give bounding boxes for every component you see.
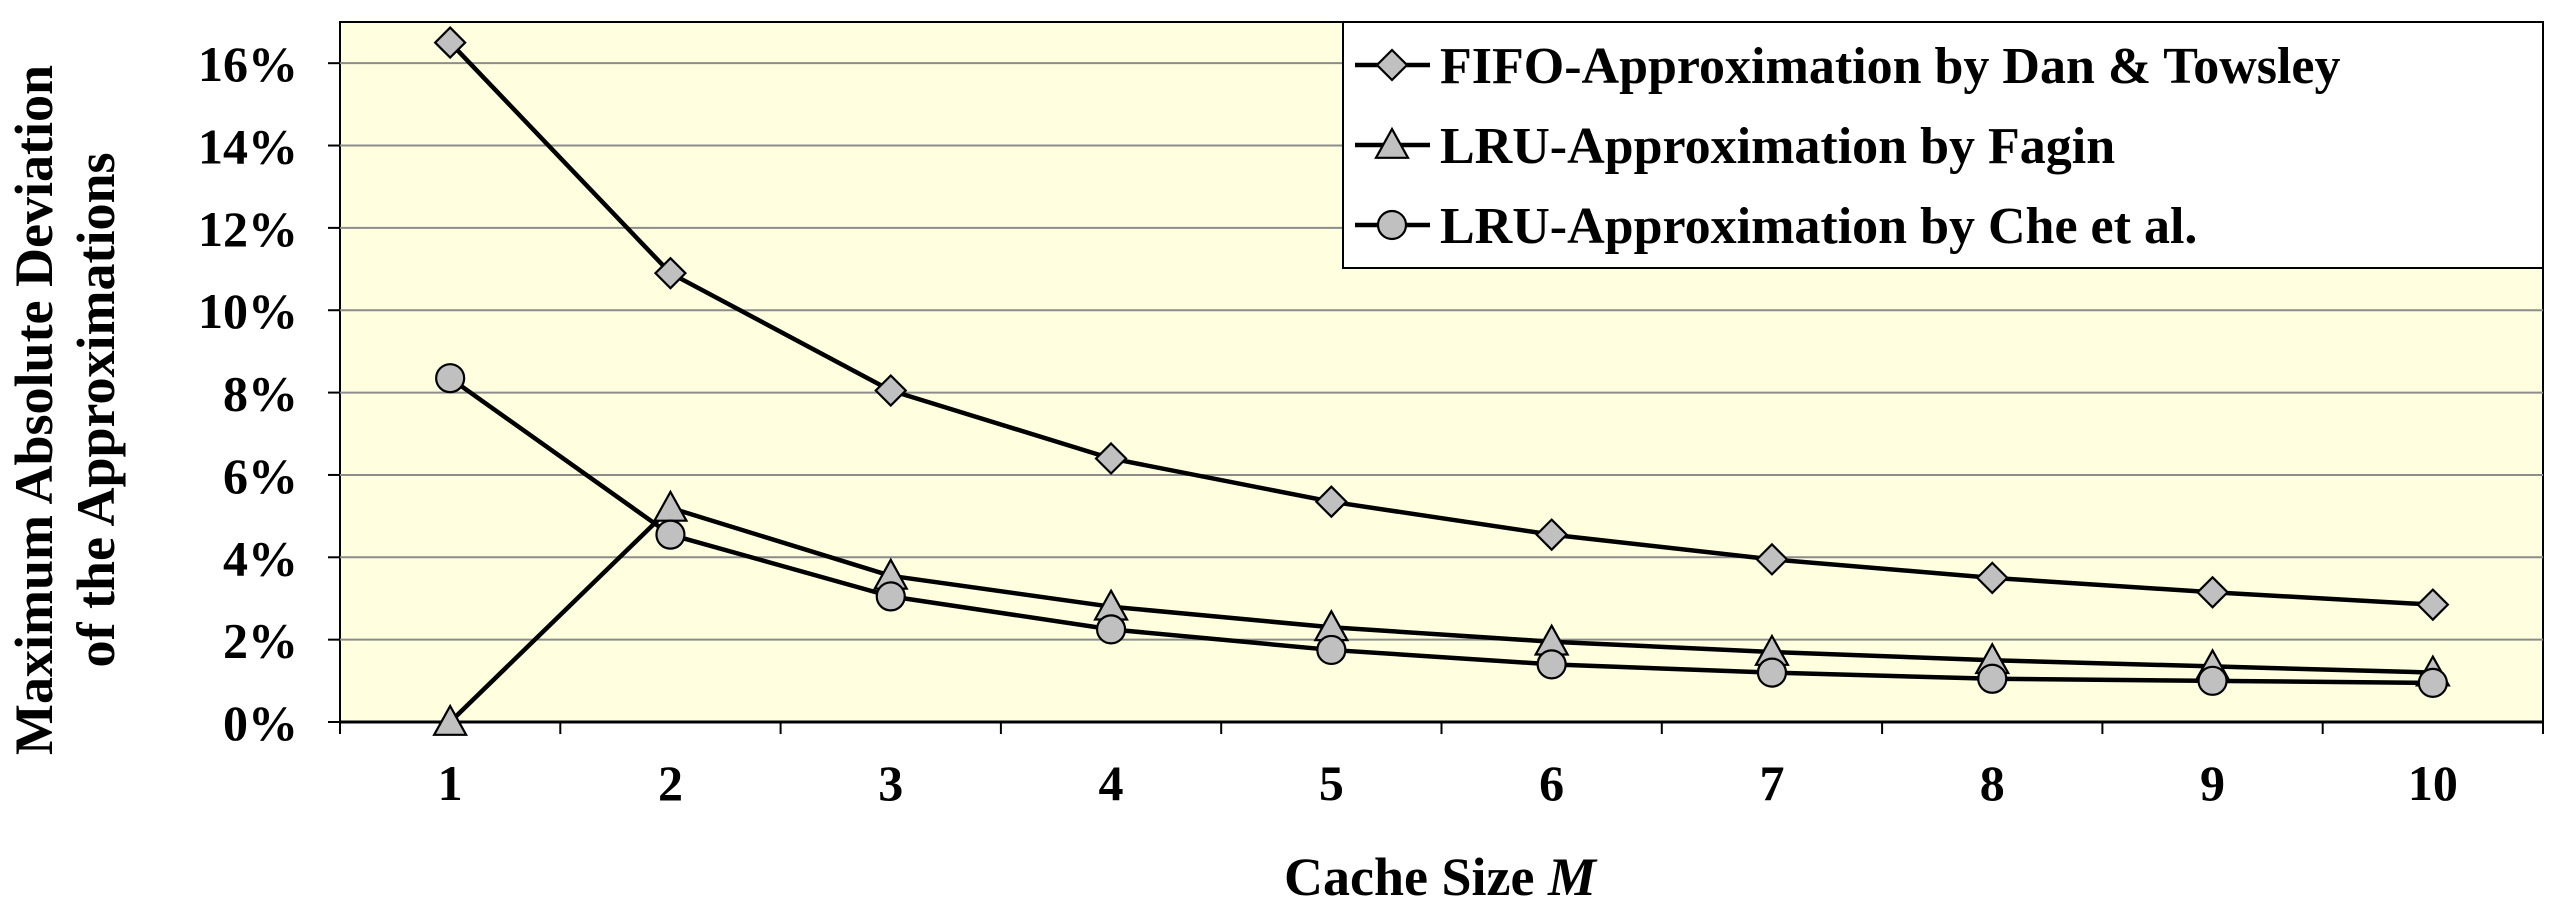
data-point-diamond	[1314, 485, 1348, 519]
data-point-diamond	[1975, 561, 2009, 595]
data-point-diamond	[1755, 542, 1789, 576]
legend-entry: LRU-Approximation by Che et al.	[1355, 198, 2197, 255]
legend-label: LRU-Approximation by Che et al.	[1440, 198, 2197, 255]
y-tick-label: 12%	[198, 201, 298, 257]
data-point-circle	[1536, 649, 1567, 680]
x-axis-ticks: 1 2 3 4 5 6 7 8 9 10	[339, 722, 2544, 811]
x-tick-label: 7	[1759, 755, 1784, 811]
data-point-circle	[1977, 663, 2008, 694]
data-point-triangle	[432, 703, 469, 736]
series-circle	[435, 363, 2448, 698]
x-tick-label: 1	[438, 755, 463, 811]
legend-marker-circle	[1376, 209, 1408, 241]
legend-marker-triangle	[1374, 126, 1410, 159]
y-tick-label: 8%	[223, 366, 298, 422]
data-point-circle	[435, 363, 466, 394]
data-point-diamond	[1094, 441, 1128, 476]
y-tick-label: 4%	[223, 530, 298, 586]
data-point-circle	[2417, 667, 2448, 698]
series-line	[448, 41, 2433, 607]
legend-entry: FIFO-Approximation by Dan & Towsley	[1355, 38, 2341, 95]
data-point-diamond	[2416, 588, 2450, 622]
x-tick-label: 3	[878, 755, 903, 811]
y-tick-label: 10%	[198, 283, 298, 339]
y-tick-label: 2%	[223, 613, 298, 669]
y-axis-label-line-2: of the Approximations	[66, 152, 126, 667]
x-axis-label-variable: M	[1547, 847, 1598, 907]
data-point-circle	[2197, 665, 2228, 696]
x-tick-label: 4	[1099, 755, 1124, 811]
legend-label: LRU-Approximation by Fagin	[1440, 118, 2115, 175]
x-tick-label: 10	[2408, 755, 2458, 811]
y-tick-label: 0%	[223, 695, 298, 751]
legend-box	[1342, 21, 2544, 269]
data-point-diamond	[1535, 518, 1569, 552]
x-axis-label: Cache Size M	[1284, 847, 1598, 907]
x-axis-label-text: Cache Size	[1284, 847, 1548, 907]
x-tick-label: 9	[2200, 755, 2225, 811]
series-line	[448, 505, 2433, 724]
series-diamond	[433, 26, 2450, 622]
y-axis-label: Maximum Absolute Deviation of the Approx…	[4, 65, 126, 755]
data-point-diamond	[2195, 575, 2230, 609]
y-axis-label-line-1: Maximum Absolute Deviation	[4, 65, 64, 755]
legend-label: FIFO-Approximation by Dan & Towsley	[1440, 38, 2341, 95]
data-point-circle	[1316, 634, 1347, 666]
y-axis-ticks: 0% 2% 4% 6% 8% 10% 12% 14% 16%	[198, 36, 340, 751]
data-point-circle	[1095, 614, 1127, 645]
legend: FIFO-Approximation by Dan & Towsley LRU-A…	[1342, 21, 2544, 269]
data-point-circle	[1756, 657, 1788, 688]
data-point-circle	[655, 519, 686, 550]
legend-marker-diamond	[1375, 48, 1409, 82]
data-point-diamond	[653, 256, 688, 290]
y-tick-label: 16%	[198, 36, 298, 92]
y-tick-label: 14%	[198, 119, 298, 175]
x-tick-label: 8	[1980, 755, 2005, 811]
legend-entry: LRU-Approximation by Fagin	[1355, 118, 2115, 175]
x-tick-label: 6	[1539, 755, 1564, 811]
series-group	[432, 26, 2451, 736]
data-point-diamond	[433, 26, 467, 60]
x-tick-label: 2	[658, 755, 683, 811]
x-tick-label: 5	[1319, 755, 1344, 811]
y-tick-label: 6%	[223, 448, 298, 504]
data-point-diamond	[874, 373, 908, 408]
data-point-circle	[875, 581, 906, 612]
series-line	[448, 376, 2433, 686]
